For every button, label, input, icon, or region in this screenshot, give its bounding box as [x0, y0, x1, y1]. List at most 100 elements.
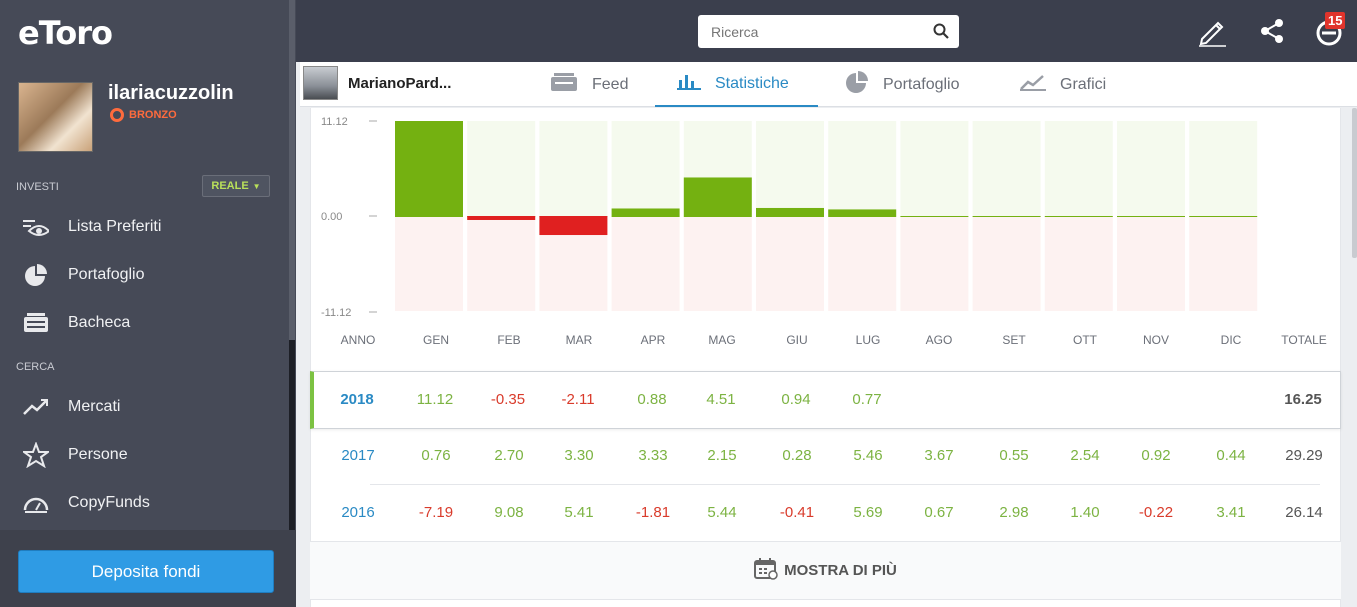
news-icon: [22, 311, 50, 335]
bar-mag: [683, 177, 752, 216]
sidebar-item-label: Mercati: [68, 398, 121, 415]
calendar-icon: [754, 557, 778, 584]
total-cell: 26.14: [1285, 504, 1323, 521]
feed-icon: [550, 72, 578, 97]
search-input[interactable]: [711, 23, 921, 40]
monthly-return-cell: 0.76: [421, 447, 451, 464]
username[interactable]: ilariacuzzolin: [108, 82, 234, 104]
pie-chart-icon: [845, 70, 869, 99]
monthly-return-cell: 0.55: [999, 447, 1029, 464]
profile-tab-user[interactable]: MarianoPard...: [303, 66, 451, 100]
year-link[interactable]: 2017: [341, 447, 375, 464]
sidebar-item-label: Portafoglio: [68, 266, 145, 283]
column-header: GIU: [786, 333, 808, 347]
sidebar-scroll-track[interactable]: [289, 0, 295, 340]
monthly-return-cell: 0.67: [924, 504, 954, 521]
column-header: SET: [1002, 333, 1026, 347]
tab-label: Grafici: [1060, 75, 1107, 93]
y-tick-label: 11.12: [321, 116, 348, 128]
monthly-return-cell: 5.44: [707, 504, 737, 521]
user-avatar[interactable]: [18, 82, 93, 152]
pie-chart-icon: [22, 263, 50, 287]
show-more-button[interactable]: MOSTRA DI PIÙ: [310, 541, 1341, 600]
monthly-return-cell: -7.19: [418, 504, 454, 521]
tab-label: Feed: [592, 75, 629, 93]
monthly-return-cell: -2.11: [561, 391, 595, 408]
monthly-return-cell: 0.44: [1216, 447, 1246, 464]
invest-section-label: INVESTI: [16, 181, 59, 193]
search-section-label: CERCA: [16, 361, 55, 373]
etoro-logo[interactable]: eToro: [18, 14, 113, 52]
tab-charts[interactable]: Grafici: [1020, 62, 1106, 107]
profile-avatar[interactable]: [303, 66, 338, 100]
profile-tabs: [300, 62, 1357, 107]
sidebar: eToro ilariacuzzolin BRONZO INVESTI REAL…: [0, 0, 296, 607]
deposit-button[interactable]: Deposita fondi: [18, 550, 274, 593]
monthly-return-cell: 0.77: [852, 391, 882, 408]
monthly-return-cell: 9.08: [494, 504, 524, 521]
bar-background-negative: [683, 216, 752, 311]
column-header: APR: [640, 333, 666, 347]
bar-background-positive: [1044, 121, 1113, 216]
bar-background-negative: [611, 216, 680, 311]
monthly-return-cell: 5.46: [853, 447, 883, 464]
sidebar-scrollbar[interactable]: [289, 340, 295, 532]
tier-badge: BRONZO: [110, 108, 177, 122]
monthly-return-cell: 2.54: [1070, 447, 1100, 464]
tier-label: BRONZO: [129, 109, 177, 121]
column-header: NOV: [1142, 333, 1170, 347]
account-mode-dropdown[interactable]: REALE ▼: [202, 175, 270, 197]
chart-svg: 11.12 0.00 -11.12: [321, 116, 1258, 319]
bar-chart-icon: [677, 72, 701, 95]
sidebar-item-copyfunds[interactable]: CopyFunds: [22, 483, 282, 523]
sidebar-item-watchlist[interactable]: Lista Preferiti: [22, 207, 282, 247]
caret-down-icon: ▼: [252, 181, 261, 191]
tab-label: Portafoglio: [883, 75, 960, 93]
sidebar-item-markets[interactable]: Mercati: [22, 387, 282, 427]
sidebar-item-people[interactable]: Persone: [22, 435, 282, 475]
table-row[interactable]: 2017 0.76 2.70 3.30 3.33 2.15 0.28 5.46 3.67 0.55…: [310, 428, 1341, 484]
tab-feed[interactable]: Feed: [550, 62, 628, 107]
sidebar-item-portfolio[interactable]: Portafoglio: [22, 255, 282, 295]
bar-background-negative: [900, 216, 969, 311]
sidebar-item-label: CopyFunds: [68, 494, 150, 511]
column-header: MAG: [708, 333, 736, 347]
profile-name[interactable]: MarianoPard...: [348, 74, 452, 92]
bar-background-negative: [1044, 216, 1113, 311]
bar-background-positive: [972, 121, 1041, 216]
main-scrollbar[interactable]: [1352, 108, 1357, 258]
row-divider: [370, 484, 1320, 485]
column-header: TOTALE: [1281, 333, 1327, 347]
bar-background-positive: [756, 121, 824, 216]
table-header: ANNO GEN FEB MAR APR MAG GIU LUG AGO SET OTT NOV DIC…: [310, 333, 1341, 351]
search-box[interactable]: [698, 15, 959, 48]
search-icon[interactable]: [933, 23, 949, 44]
monthly-return-cell: 0.94: [781, 391, 811, 408]
tab-statistics[interactable]: Statistiche: [655, 62, 818, 107]
bar-apr: [611, 208, 680, 216]
bar-background-negative: [467, 216, 536, 311]
bar-background-negative: [972, 216, 1041, 311]
tab-portfolio[interactable]: Portafoglio: [845, 62, 960, 107]
table-row[interactable]: 2018 11.12 -0.35 -2.11 0.88 4.51 0.94 0.77 16.25: [310, 371, 1341, 429]
share-icon[interactable]: [1255, 14, 1289, 48]
pencil-icon[interactable]: [1195, 14, 1229, 48]
sidebar-item-feed[interactable]: Bacheca: [22, 303, 282, 343]
total-cell: 29.29: [1285, 447, 1323, 464]
chart-trend-icon: [1020, 73, 1046, 96]
monthly-return-cell: 1.40: [1070, 504, 1100, 521]
bar-background-negative: [756, 216, 824, 311]
year-link[interactable]: 2018: [340, 391, 374, 408]
monthly-return-cell: -0.35: [490, 391, 526, 408]
year-link[interactable]: 2016: [341, 504, 375, 521]
notification-count-badge[interactable]: 15: [1325, 12, 1346, 29]
column-header: AGO: [925, 333, 953, 347]
monthly-return-cell: 0.28: [782, 447, 812, 464]
monthly-return-cell: 3.41: [1216, 504, 1246, 521]
monthly-return-cell: 3.33: [638, 447, 668, 464]
sidebar-item-label: Persone: [68, 446, 128, 463]
table-row[interactable]: 2016 -7.19 9.08 5.41 -1.81 5.44 -0.41 5.69 0.67 2…: [310, 485, 1341, 541]
column-header: FEB: [497, 333, 521, 347]
tab-label: Statistiche: [715, 74, 789, 92]
show-more-label: MOSTRA DI PIÙ: [784, 562, 897, 579]
